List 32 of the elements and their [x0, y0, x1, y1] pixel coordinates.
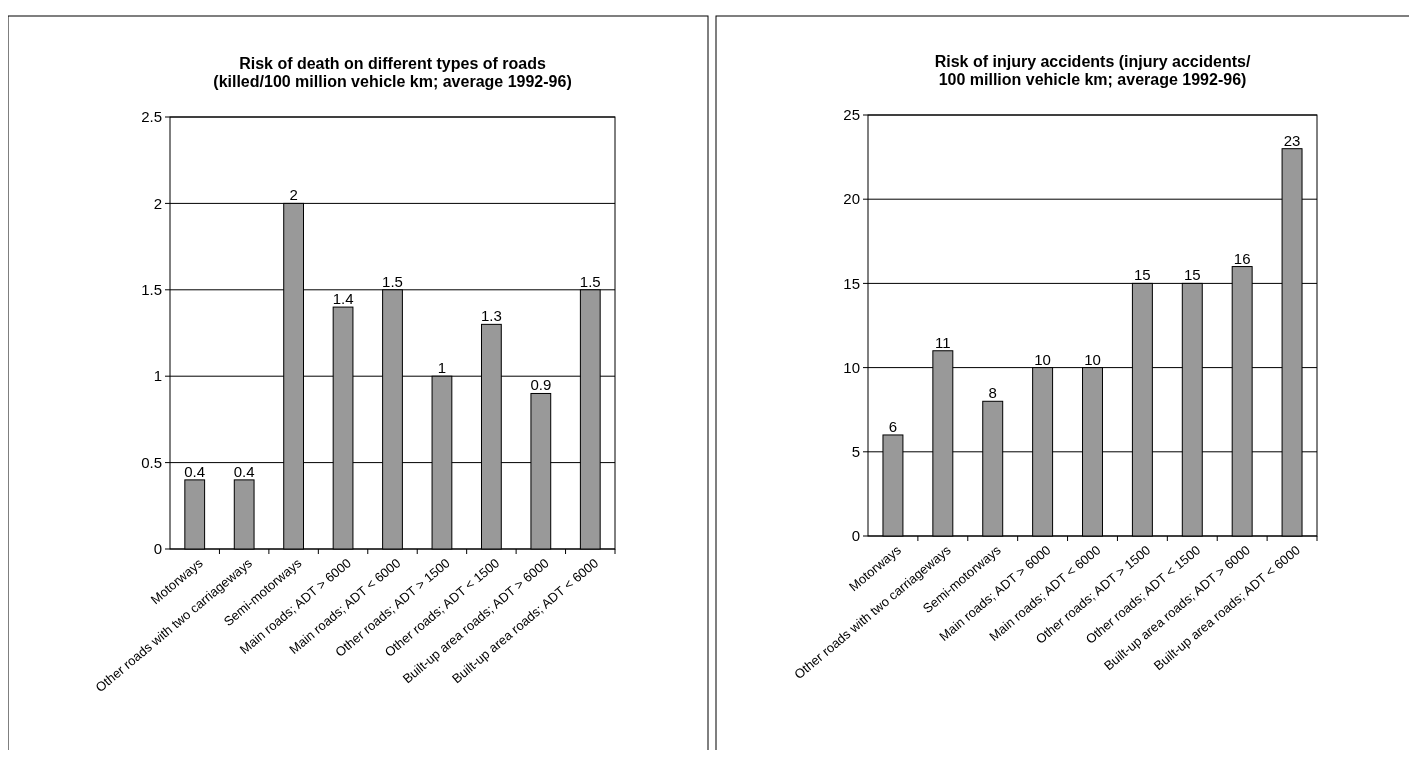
y-tick-label: 1.5	[141, 281, 162, 299]
y-tick-label: 2.5	[141, 108, 162, 126]
y-tick-label: 1	[153, 367, 162, 385]
data-label: 23	[1283, 131, 1301, 149]
chart-title: Risk of injury accidents (injury accidents/ 100 million vehicle km; average 1992-96)	[934, 53, 1251, 88]
data-label: 1	[437, 359, 447, 377]
data-label: 15	[1183, 266, 1201, 284]
y-tick-label: 25	[843, 106, 860, 124]
y-tick-label: 2	[153, 194, 162, 212]
data-label: 10	[1084, 350, 1101, 368]
y-tick-label: 0	[153, 540, 162, 558]
data-label: 0.4	[184, 462, 206, 480]
data-label: 10	[1034, 350, 1051, 368]
y-tick-label: 0	[851, 527, 860, 545]
data-label: 0.9	[530, 376, 552, 394]
data-label: 15	[1134, 266, 1151, 284]
data-label: 1.4	[332, 290, 354, 308]
y-tick-label: 5	[851, 443, 860, 461]
data-label: 1.5	[579, 272, 601, 290]
data-label: 1.5	[382, 272, 403, 290]
data-label: 0.4	[233, 462, 255, 480]
data-label: 11	[935, 333, 951, 351]
data-label: 16	[1233, 249, 1251, 267]
data-label: 8	[988, 384, 997, 402]
y-tick-label: 20	[843, 190, 860, 208]
y-tick-label: 15	[843, 274, 860, 292]
data-label: 6	[888, 417, 898, 435]
y-tick-label: 10	[843, 358, 860, 376]
chart-title: Risk of death on different types of roads (killed/100 million vehicle km; average 1992-96)	[213, 55, 572, 90]
y-tick-label: 0.5	[141, 453, 162, 471]
data-label: 1.3	[480, 307, 502, 325]
data-label: 2	[289, 186, 298, 204]
